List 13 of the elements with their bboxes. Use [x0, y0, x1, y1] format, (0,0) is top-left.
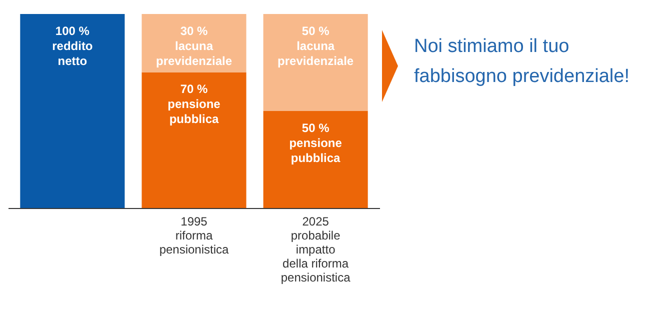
x-tick-label: 1995 riforma pensionistica — [159, 214, 230, 256]
text: pensione pubblica — [289, 136, 342, 165]
data-label: 50 % — [302, 121, 330, 135]
data-label: 30 % — [180, 24, 208, 38]
text: Noi stimiamo il tuo fabbisogno previdenziale! — [414, 35, 630, 89]
series-label: lacuna previdenziale — [156, 39, 232, 68]
x-tick-label: 2025 probabile impatto della riforma pensionistica — [280, 214, 351, 284]
series-label: reddito netto — [52, 39, 93, 68]
data-label: 100 % — [55, 24, 90, 38]
series-label: pensione pubblica — [168, 97, 221, 126]
data-label: 50 % — [302, 24, 330, 38]
text: lacuna previdenziale — [278, 39, 354, 68]
data-label: 70 % — [180, 82, 208, 96]
